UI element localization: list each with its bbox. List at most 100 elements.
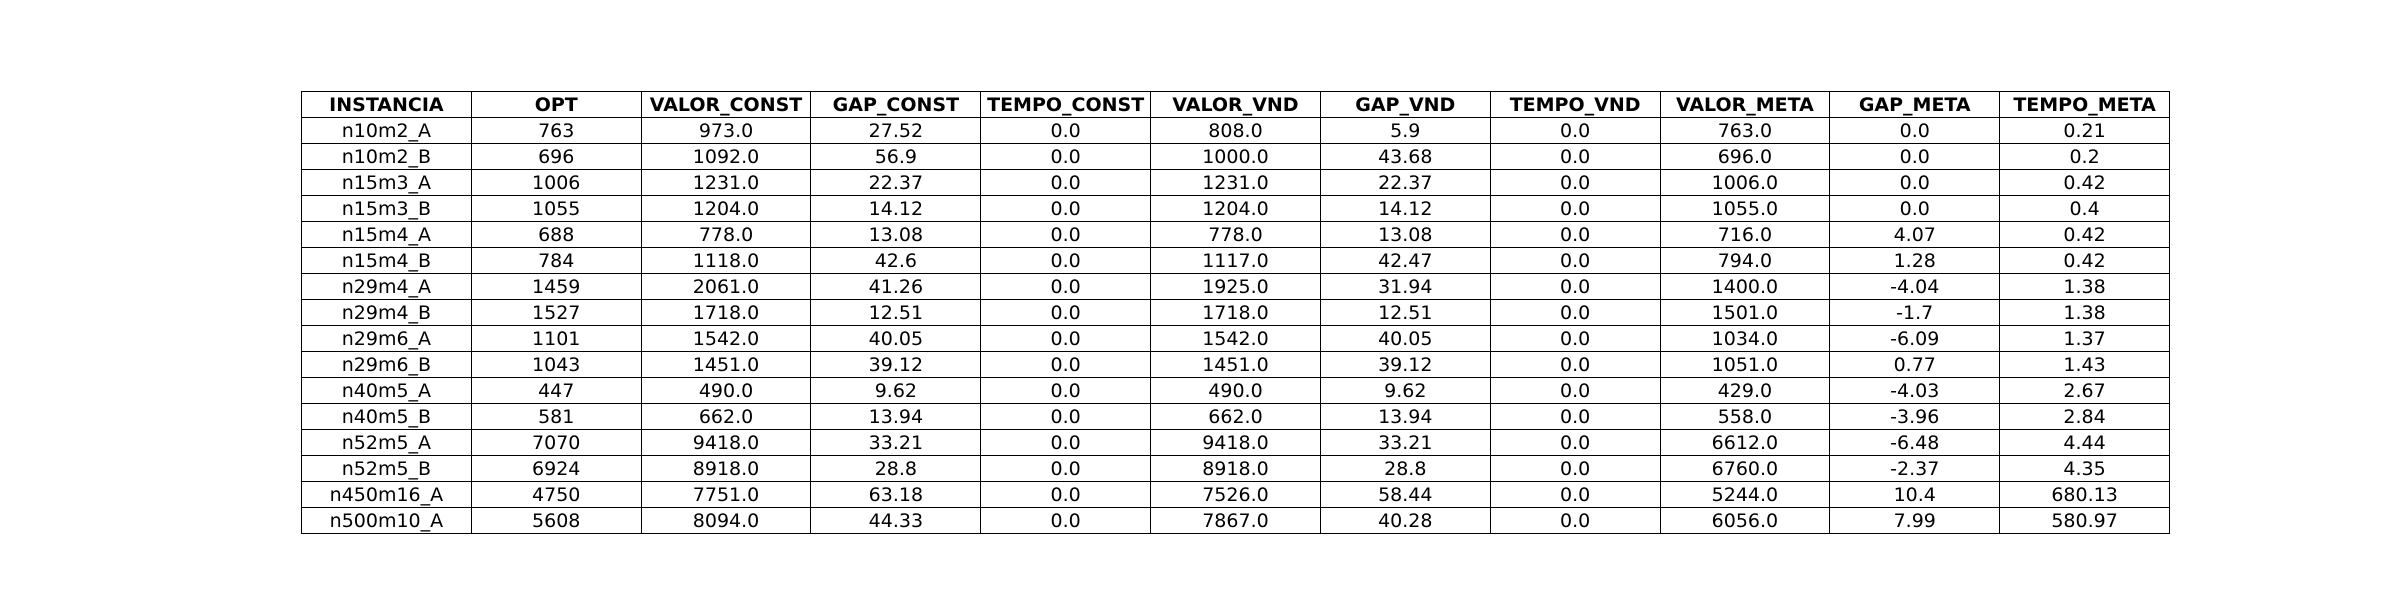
table-cell: 808.0: [1150, 117, 1321, 144]
table-cell: 9418.0: [640, 429, 812, 456]
table-cell: 6760.0: [1659, 455, 1831, 482]
instance-name-cell: n40m5_B: [301, 403, 472, 430]
table-cell: 13.08: [1319, 221, 1491, 248]
table-cell: 680.13: [1999, 481, 2170, 508]
instance-name-cell: n29m6_A: [301, 325, 472, 352]
instance-name-cell: n10m2_B: [301, 143, 472, 170]
table-row: n15m3_A 1006 1231.0 22.37 0.0 1231.0 22.37 0.0 1…: [301, 169, 2170, 196]
table-cell: 63.18: [810, 481, 982, 508]
table-cell: 0.0: [1489, 351, 1661, 378]
table-cell: 1034.0: [1659, 325, 1831, 352]
instance-name-cell: n15m3_B: [301, 195, 472, 222]
table-cell: 696: [470, 143, 642, 170]
table-cell: 0.0: [1489, 247, 1661, 274]
table-cell: 0.0: [1829, 143, 2001, 170]
column-header: OPT: [470, 91, 642, 118]
table-cell: 6056.0: [1659, 507, 1831, 534]
table-cell: 0.0: [1829, 169, 2001, 196]
table-row: n500m10_A 5608 8094.0 44.33 0.0 7867.0 40.28 0.…: [301, 507, 2170, 534]
table-cell: 0.0: [980, 221, 1152, 248]
instance-name-cell: n15m4_A: [301, 221, 472, 248]
table-cell: 1055: [470, 195, 642, 222]
table-cell: 9.62: [810, 377, 982, 404]
table-cell: 0.0: [1489, 325, 1661, 352]
table-cell: 0.0: [1489, 273, 1661, 300]
table-cell: 0.0: [980, 351, 1152, 378]
table-cell: 0.0: [1829, 117, 2001, 144]
table-cell: 0.0: [1489, 481, 1661, 508]
table-cell: 1043: [470, 351, 642, 378]
instance-name-cell: n52m5_A: [301, 429, 472, 456]
table-cell: 558.0: [1659, 403, 1831, 430]
table-cell: 1451.0: [1150, 351, 1321, 378]
table-cell: 58.44: [1319, 481, 1491, 508]
header-row: INSTANCIA OPT VALOR_CONST GAP_CONST TEMPO_CO…: [301, 91, 2170, 118]
table-row: n40m5_B 581 662.0 13.94 0.0 662.0 13.94 0.0 558.…: [301, 403, 2170, 430]
table-cell: 0.0: [980, 169, 1152, 196]
column-header: GAP_META: [1829, 91, 2001, 118]
table-row: n29m6_A 1101 1542.0 40.05 0.0 1542.0 40.05 0.0 1…: [301, 325, 2170, 352]
instance-name-cell: n15m3_A: [301, 169, 472, 196]
table-cell: 581: [470, 403, 642, 430]
table-cell: -3.96: [1829, 403, 2001, 430]
table-cell: 0.0: [1489, 143, 1661, 170]
table-cell: 7751.0: [640, 481, 812, 508]
table-cell: 716.0: [1659, 221, 1831, 248]
table-cell: 1000.0: [1150, 143, 1321, 170]
table-cell: 0.0: [1489, 429, 1661, 456]
table-cell: 56.9: [810, 143, 982, 170]
table-cell: 28.8: [810, 455, 982, 482]
table-cell: 490.0: [640, 377, 812, 404]
table-cell: 0.0: [980, 273, 1152, 300]
table-cell: 1101: [470, 325, 642, 352]
table-cell: 22.37: [810, 169, 982, 196]
table-cell: 1542.0: [640, 325, 812, 352]
table-cell: 0.0: [1489, 507, 1661, 534]
table-cell: 7867.0: [1150, 507, 1321, 534]
table-cell: 6612.0: [1659, 429, 1831, 456]
table-cell: 27.52: [810, 117, 982, 144]
table-body: n10m2_A 763 973.0 27.52 0.0 808.0 5.9 0.0 763.0 0…: [301, 117, 2170, 534]
column-header: TEMPO_CONST: [980, 91, 1152, 118]
table-cell: 0.0: [980, 143, 1152, 170]
table-cell: 5.9: [1319, 117, 1491, 144]
table-cell: -4.03: [1829, 377, 2001, 404]
table-cell: 794.0: [1659, 247, 1831, 274]
table-cell: 41.26: [810, 273, 982, 300]
table-cell: 13.94: [810, 403, 982, 430]
table-row: n29m6_B 1043 1451.0 39.12 0.0 1451.0 39.12 0.0 1…: [301, 351, 2170, 378]
table-cell: 1501.0: [1659, 299, 1831, 326]
table-cell: 0.42: [1999, 169, 2170, 196]
table-cell: 4.35: [1999, 455, 2170, 482]
column-header: TEMPO_VND: [1489, 91, 1661, 118]
instance-name-cell: n29m6_B: [301, 351, 472, 378]
table-cell: 7526.0: [1150, 481, 1321, 508]
table-cell: 14.12: [1319, 195, 1491, 222]
table-cell: 0.0: [1489, 221, 1661, 248]
table-cell: 1006.0: [1659, 169, 1831, 196]
table-cell: 447: [470, 377, 642, 404]
table-row: n15m3_B 1055 1204.0 14.12 0.0 1204.0 14.12 0.0 1…: [301, 195, 2170, 222]
table-cell: 0.77: [1829, 351, 2001, 378]
table-header: INSTANCIA OPT VALOR_CONST GAP_CONST TEMPO_CO…: [301, 91, 2170, 118]
table-cell: 9418.0: [1150, 429, 1321, 456]
table-cell: 12.51: [1319, 299, 1491, 326]
table-cell: 28.8: [1319, 455, 1491, 482]
table-cell: 778.0: [640, 221, 812, 248]
table-cell: 7.99: [1829, 507, 2001, 534]
instance-name-cell: n52m5_B: [301, 455, 472, 482]
table-cell: 784: [470, 247, 642, 274]
table-cell: 1542.0: [1150, 325, 1321, 352]
table-cell: 0.0: [980, 455, 1152, 482]
instance-name-cell: n29m4_B: [301, 299, 472, 326]
table-cell: 1718.0: [1150, 299, 1321, 326]
table-cell: 0.0: [980, 195, 1152, 222]
column-header: TEMPO_META: [1999, 91, 2170, 118]
table-row: n29m4_A 1459 2061.0 41.26 0.0 1925.0 31.94 0.0 1…: [301, 273, 2170, 300]
table-cell: 43.68: [1319, 143, 1491, 170]
table-cell: 0.0: [1489, 299, 1661, 326]
table-cell: 4750: [470, 481, 642, 508]
table-cell: 1.28: [1829, 247, 2001, 274]
table-cell: 40.05: [810, 325, 982, 352]
table-cell: 6924: [470, 455, 642, 482]
